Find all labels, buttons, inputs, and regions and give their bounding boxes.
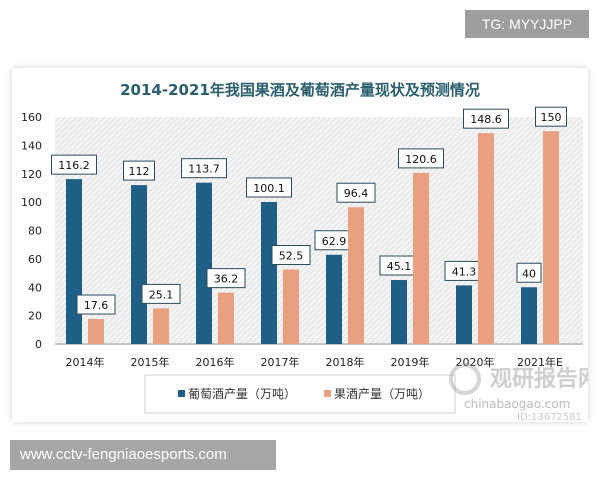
watermark-id: ID:13672581	[517, 412, 582, 422]
data-label: 25.1	[149, 288, 174, 301]
watermark-logo	[449, 363, 481, 395]
data-label-box	[246, 177, 292, 198]
bar-fruit-wine	[283, 269, 299, 344]
data-label-box	[336, 182, 376, 203]
x-tick-label: 2017年	[261, 355, 300, 369]
bar-fruit-wine	[218, 292, 234, 344]
y-tick-label: 100	[21, 196, 42, 209]
data-label-box	[123, 160, 155, 181]
bar-grape-wine	[196, 182, 212, 344]
bar-fruit-wine	[153, 308, 169, 344]
bar-grape-wine	[391, 280, 407, 344]
x-tick-label: 2016年	[196, 355, 235, 369]
x-tick-label: 2020年	[456, 355, 495, 369]
data-label: 52.5	[279, 250, 304, 263]
y-tick-label: 120	[21, 168, 42, 181]
data-label: 100.1	[253, 182, 285, 195]
y-tick-label: 0	[35, 338, 42, 351]
bar-fruit-wine	[478, 133, 494, 344]
x-tick-label: 2021年E	[517, 355, 563, 369]
data-label-box	[463, 108, 509, 129]
y-tick-label: 40	[28, 281, 42, 294]
data-label: 45.1	[387, 260, 412, 273]
data-label: 120.6	[405, 153, 437, 166]
bar-fruit-wine	[543, 131, 559, 344]
bar-grape-wine	[326, 254, 342, 344]
chart: 2014-2021年我国果酒及葡萄酒产量现状及预测情况 0 20 40 60 80 100…	[21, 81, 600, 423]
data-label: 150	[541, 111, 562, 124]
data-label-box	[398, 148, 444, 169]
y-tick-label: 140	[21, 139, 42, 152]
legend-swatch-grape	[178, 390, 185, 397]
y-tick-label: 20	[28, 310, 42, 323]
y-tick-label: 160	[21, 111, 42, 124]
y-tick-label: 80	[28, 225, 42, 238]
y-tick-label: 60	[28, 253, 42, 266]
data-label: 116.2	[58, 159, 90, 172]
chart-title: 2014-2021年我国果酒及葡萄酒产量现状及预测情况	[120, 81, 480, 99]
data-label: 96.4	[344, 187, 369, 200]
x-tick-label: 2014年	[66, 355, 105, 369]
data-label-box	[206, 268, 246, 289]
data-label: 36.2	[214, 273, 239, 286]
watermark-brand: 观研报告网	[490, 367, 588, 392]
data-label: 41.3	[452, 265, 477, 278]
watermark-domain: chinabaogao.com	[464, 397, 570, 411]
data-label: 148.6	[470, 113, 502, 126]
data-label-box	[51, 154, 97, 175]
bar-grape-wine	[456, 285, 472, 344]
legend-swatch-fruit	[324, 390, 331, 397]
legend-label-grape: 葡萄酒产量（万吨）	[188, 387, 296, 401]
data-label: 40	[522, 267, 536, 280]
data-label-box	[271, 245, 311, 266]
chart-card: 2014-2021年我国果酒及葡萄酒产量现状及预测情况 0 20 40 60 80 100…	[12, 68, 600, 423]
bar-grape-wine	[261, 201, 277, 344]
x-tick-label: 2019年	[391, 355, 430, 369]
data-label: 17.6	[84, 299, 109, 312]
legend	[144, 374, 456, 414]
data-label-box	[141, 283, 181, 304]
bar-grape-wine	[131, 185, 147, 344]
bar-grape-wine	[521, 287, 537, 344]
bar-grape-wine	[66, 179, 82, 344]
data-label-box	[516, 262, 542, 283]
bar-fruit-wine	[88, 319, 104, 344]
data-label: 112	[129, 165, 150, 178]
site-label: www.cctv-fengniaoesports.com	[10, 440, 276, 470]
bar-fruit-wine	[348, 207, 364, 344]
data-label-box	[181, 158, 227, 179]
tg-label: TG: MYYJJPP	[465, 10, 589, 38]
bar-fruit-wine	[413, 172, 429, 344]
x-tick-label: 2018年	[326, 355, 365, 369]
data-label: 62.9	[322, 235, 347, 248]
data-label-box	[76, 294, 116, 315]
data-label-box	[535, 106, 567, 127]
x-tick-label: 2015年	[131, 355, 170, 369]
legend-label-fruit: 果酒产量（万吨）	[334, 387, 430, 401]
data-label: 113.7	[188, 163, 220, 176]
